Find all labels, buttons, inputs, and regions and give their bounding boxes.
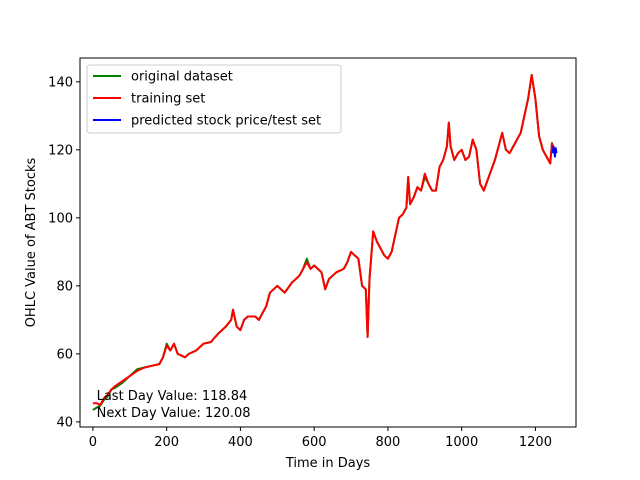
x-tick-label: 0 — [89, 435, 97, 450]
legend-label-2: predicted stock price/test set — [131, 114, 321, 129]
x-axis-ticks: 0 200 400 600 800 1000 1200 — [89, 427, 552, 450]
y-tick-label: 40 — [56, 415, 73, 430]
annotation-0: Last Day Value: 118.84 — [97, 389, 248, 404]
legend-label-0: original dataset — [131, 70, 233, 85]
x-tick-label: 600 — [302, 435, 327, 450]
x-tick-label: 1200 — [519, 435, 552, 450]
y-tick-label: 140 — [48, 75, 73, 90]
x-tick-label: 200 — [154, 435, 179, 450]
y-tick-label: 80 — [56, 279, 73, 294]
axes-frame — [79, 57, 577, 428]
annotation-1: Next Day Value: 120.08 — [97, 406, 251, 421]
y-tick-label: 100 — [48, 211, 73, 226]
plot-area — [79, 57, 577, 428]
x-axis-label: Time in Days — [285, 456, 371, 471]
x-tick-label: 800 — [376, 435, 401, 450]
series-line-2 — [551, 145, 558, 158]
series-layer — [92, 74, 558, 411]
y-tick-label: 60 — [56, 347, 73, 362]
x-tick-label: 1000 — [445, 435, 478, 450]
legend-label-1: training set — [131, 92, 205, 107]
series-line-1 — [92, 74, 553, 406]
annotations: Last Day Value: 118.84 Next Day Value: 12… — [97, 389, 251, 421]
y-tick-label: 120 — [48, 143, 73, 158]
legend-box — [86, 64, 342, 134]
legend: original dataset training set predicted st… — [86, 64, 342, 134]
y-axis-label: OHLC Value of ABT Stocks — [24, 157, 39, 327]
y-axis-ticks: 40 60 80 100 120 140 — [48, 75, 80, 430]
x-tick-label: 400 — [228, 435, 253, 450]
